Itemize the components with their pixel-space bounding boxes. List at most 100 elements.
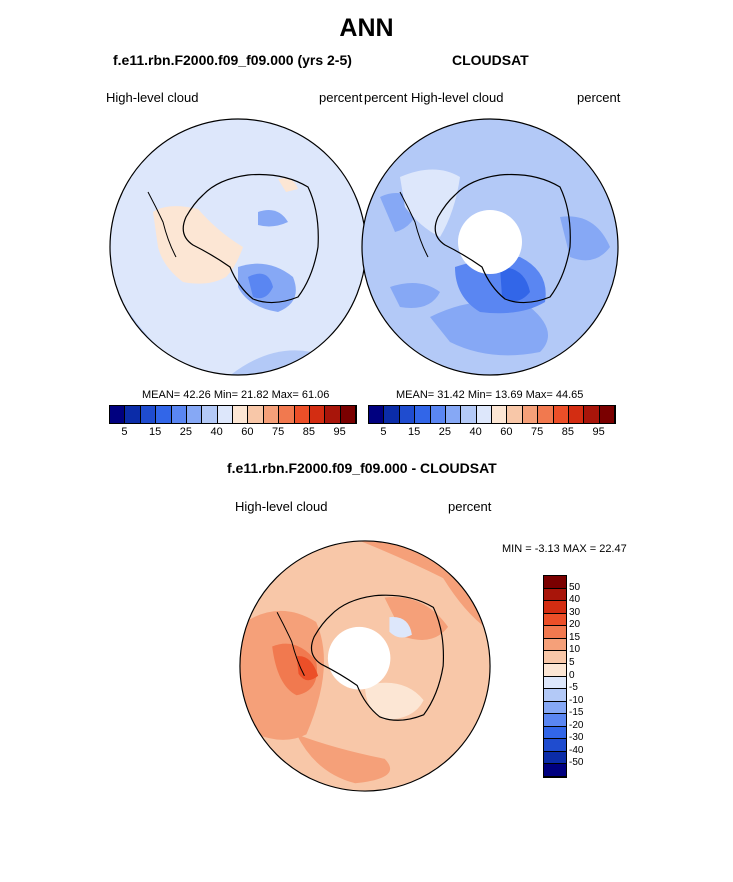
colorbar-tick-label: 60: [500, 426, 513, 438]
colorbar-swatch: [544, 651, 566, 664]
colorbar-swatch: [492, 406, 508, 423]
colorbar-tick-label: 75: [272, 426, 285, 438]
colorbar-tick-label: 95: [592, 426, 605, 438]
contour-region: [389, 616, 412, 638]
contour-region: [258, 209, 288, 227]
colorbar-tick-label: 40: [469, 426, 482, 438]
map-boundary: [239, 540, 491, 792]
colorbar-tick-label: 5: [380, 426, 387, 438]
missing-data-region: [458, 210, 522, 274]
colorbar-tick-label: 40: [569, 594, 581, 606]
coastline: [147, 191, 177, 258]
colorbar-tick-label: 95: [333, 426, 346, 438]
difference-panel-variable-label: High-level cloud: [235, 499, 328, 514]
map-boundary: [361, 118, 619, 376]
colorbar-tick-label: 75: [531, 426, 544, 438]
colorbar-tick-label: 85: [302, 426, 315, 438]
colorbar-swatch: [544, 726, 566, 740]
contour-region: [390, 283, 440, 308]
colorbar-swatch: [125, 406, 141, 423]
colorbar-tick-label: 15: [569, 631, 581, 643]
colorbar-swatch: [544, 714, 566, 727]
colorbar-swatch: [544, 588, 566, 602]
coastline: [310, 594, 445, 721]
left-panel-title: f.e11.rbn.F2000.f09_f09.000 (yrs 2-5): [113, 52, 352, 68]
colorbar-swatch: [156, 406, 172, 423]
coastline: [276, 612, 305, 676]
colorbar-swatch: [399, 406, 416, 423]
coastline: [182, 173, 319, 304]
coastline: [399, 191, 429, 258]
contour-region: [560, 216, 610, 261]
contour-region: [248, 273, 273, 299]
colorbar-swatch: [544, 601, 566, 614]
contour-region: [278, 178, 298, 192]
left-panel-units-label: percent: [319, 90, 363, 105]
colorbar-swatch: [538, 406, 554, 423]
colorbar-tick-label: 50: [569, 581, 581, 593]
colorbar-tick-label: -15: [569, 707, 584, 719]
colorbar-swatch: [279, 406, 295, 423]
colorbar-swatch: [544, 739, 566, 752]
colorbar-tick-label: -20: [569, 719, 584, 731]
colorbar-tick-label: 25: [438, 426, 451, 438]
contour-region: [500, 267, 530, 301]
right-panel-stats: MEAN= 31.42 Min= 13.69 Max= 44.65: [396, 389, 584, 401]
colorbar-tick-label: 25: [179, 426, 192, 438]
difference-panel-stats: MIN = -3.13 MAX = 22.47: [502, 543, 627, 555]
colorbar-swatch: [476, 406, 492, 423]
colorbar-tick-label: -40: [569, 744, 584, 756]
colorbar-tick-label: 30: [569, 606, 581, 618]
colorbar-swatch: [140, 406, 157, 423]
colorbar-tick-label: -50: [569, 757, 584, 769]
colorbar-swatch: [544, 663, 566, 677]
contour-region: [430, 301, 548, 356]
colorbar-tick-label: -30: [569, 732, 584, 744]
right-colorbar: [368, 405, 616, 424]
colorbar-swatch: [340, 406, 356, 423]
right-panel-title: CLOUDSAT: [452, 52, 529, 68]
right-polar-map: [361, 118, 619, 376]
contour-region: [296, 656, 319, 681]
contour-region: [365, 682, 424, 720]
colorbar-swatch: [430, 406, 446, 423]
left-polar-map: [109, 118, 367, 376]
colorbar-swatch: [384, 406, 400, 423]
left-colorbar: [109, 405, 357, 424]
colorbar-tick-label: -5: [569, 682, 578, 694]
difference-panel-title: f.e11.rbn.F2000.f09_f09.000 - CLOUDSAT: [227, 460, 497, 476]
colorbar-swatch: [217, 406, 233, 423]
colorbar-tick-label: 5: [569, 656, 575, 668]
colorbar-tick-label: 85: [561, 426, 574, 438]
colorbar-swatch: [544, 764, 566, 777]
colorbar-swatch: [110, 406, 126, 423]
colorbar-swatch: [263, 406, 280, 423]
colorbar-tick-label: 10: [569, 644, 581, 656]
colorbar-tick-label: -10: [569, 694, 584, 706]
contour-region: [400, 169, 460, 237]
contour-region: [296, 734, 391, 784]
colorbar-swatch: [294, 406, 310, 423]
coastline: [434, 173, 571, 304]
colorbar-tick-label: 15: [149, 426, 162, 438]
colorbar-swatch: [599, 406, 615, 423]
colorbar-swatch: [309, 406, 326, 423]
left-panel-variable-label: High-level cloud: [106, 90, 199, 105]
colorbar-swatch: [445, 406, 462, 423]
colorbar-swatch: [248, 406, 264, 423]
colorbar-tick-label: 40: [210, 426, 223, 438]
colorbar-swatch: [544, 676, 566, 690]
difference-polar-map: [239, 540, 491, 792]
colorbar-tick-label: 0: [569, 669, 575, 681]
colorbar-swatch: [544, 638, 566, 652]
colorbar-swatch: [544, 613, 566, 627]
left-panel-stats: MEAN= 42.26 Min= 21.82 Max= 61.06: [142, 389, 330, 401]
colorbar-tick-label: 15: [408, 426, 421, 438]
colorbar-swatch: [233, 406, 249, 423]
colorbar-swatch: [544, 576, 566, 589]
page-title: ANN: [339, 14, 394, 42]
colorbar-swatch: [507, 406, 523, 423]
difference-panel-units-label: percent: [448, 499, 492, 514]
colorbar-swatch: [522, 406, 539, 423]
difference-colorbar: [543, 575, 567, 778]
